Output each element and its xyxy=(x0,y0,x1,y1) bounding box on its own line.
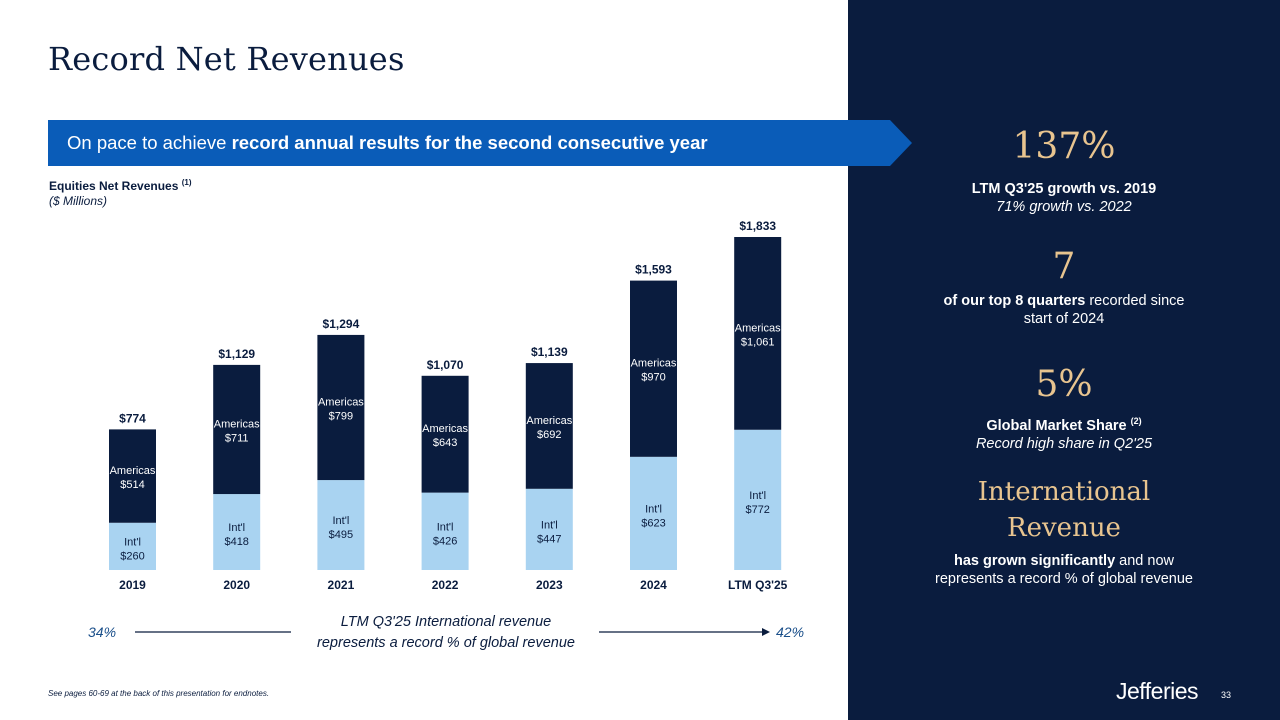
bar-total-label: $1,833 xyxy=(739,219,776,233)
bar-intl-value-label: $426 xyxy=(433,535,457,547)
bar-total-label: $1,129 xyxy=(218,347,255,361)
bar-americas-value-label: $970 xyxy=(641,372,665,384)
chart-title-text: Equities Net Revenues xyxy=(49,179,179,193)
stats-panel xyxy=(848,0,1280,720)
bar-intl-series-label: Int'l xyxy=(645,503,662,515)
bar-americas-series-label: Americas xyxy=(422,423,468,435)
bar-intl xyxy=(525,488,573,570)
intl-share-start: 34% xyxy=(88,624,117,640)
x-tick-label: 2023 xyxy=(536,578,563,592)
comparison-note-line2: represents a record % of global revenue xyxy=(317,635,575,651)
bar-americas-series-label: Americas xyxy=(110,465,156,477)
stat-share-text: Global Market Share (2) Record high shar… xyxy=(848,412,1280,453)
bar-intl-series-label: Int'l xyxy=(333,515,350,527)
bar-americas-value-label: $1,061 xyxy=(741,336,775,348)
bar-intl-value-label: $418 xyxy=(224,536,248,548)
stat-quarters-text: of our top 8 quarters recorded since sta… xyxy=(848,292,1280,328)
bar-intl xyxy=(421,492,469,570)
bar-intl-series-label: Int'l xyxy=(749,490,766,502)
comparison-arrow xyxy=(135,628,770,636)
bar-americas xyxy=(421,375,469,493)
intl-share-end: 42% xyxy=(776,624,805,640)
footnote: See pages 60-69 at the back of this pres… xyxy=(48,689,270,698)
stacked-bar-chart: Int'l $260 Americas $514 $774 2019 Int'l $418 Am… xyxy=(109,219,788,592)
stat-intl-text: has grown significantly and now represen… xyxy=(848,552,1280,588)
stat-growth-bold: LTM Q3'25 growth vs. 2019 xyxy=(971,181,1157,197)
stat-intl-bold: has grown significantly xyxy=(954,553,1116,569)
bar-intl xyxy=(630,456,677,570)
arrow-head xyxy=(762,628,770,636)
stat-share-bold: Global Market Share xyxy=(986,417,1127,434)
bar-intl xyxy=(317,480,365,570)
chart-unit: ($ Millions) xyxy=(49,194,108,208)
bar-americas xyxy=(317,334,365,481)
jefferies-logo: Jefferies xyxy=(1116,678,1199,704)
x-tick-label: 2019 xyxy=(119,578,146,592)
bar-total-label: $1,139 xyxy=(531,345,568,359)
x-tick-label: 2022 xyxy=(432,578,459,592)
bar-intl-series-label: Int'l xyxy=(437,521,454,533)
banner-bold: record annual results for the second con… xyxy=(231,132,708,153)
stat-growth-value: 137% xyxy=(1012,126,1116,167)
x-tick-label: 2021 xyxy=(328,578,355,592)
bar-intl-value-label: $260 xyxy=(120,550,144,562)
bar-americas-series-label: Americas xyxy=(735,322,781,334)
bar-americas xyxy=(525,363,573,489)
stat-share-italic: Record high share in Q2'25 xyxy=(975,435,1153,452)
stat-growth-italic: 71% growth vs. 2022 xyxy=(996,199,1132,215)
bar-americas xyxy=(630,280,677,457)
x-tick-label: LTM Q3'25 xyxy=(728,578,788,592)
bar-americas-value-label: $643 xyxy=(433,437,457,449)
stat-quarters-value: 7 xyxy=(1052,246,1076,287)
bar-americas-value-label: $799 xyxy=(329,410,353,422)
chart-title: Equities Net Revenues (1) xyxy=(49,178,192,193)
bar-intl-value-label: $495 xyxy=(329,529,353,541)
stat-share-note: (2) xyxy=(1130,416,1142,426)
bar-intl xyxy=(109,522,156,570)
bar-americas-series-label: Americas xyxy=(631,358,677,370)
bar-americas xyxy=(109,429,156,523)
bar-americas-series-label: Americas xyxy=(214,418,260,430)
bar-intl-value-label: $447 xyxy=(537,533,561,545)
stat-intl-value: International Revenue xyxy=(977,477,1151,543)
x-tick-label: 2024 xyxy=(640,578,667,592)
bar-total-label: $774 xyxy=(119,411,146,425)
banner-arrow-shape xyxy=(48,120,912,166)
comparison-note-line1: LTM Q3'25 International revenue xyxy=(340,614,552,630)
bar-intl-value-label: $623 xyxy=(641,517,665,529)
bar-intl-series-label: Int'l xyxy=(124,536,141,548)
bar-americas-value-label: $711 xyxy=(225,432,249,444)
bar-americas-value-label: $692 xyxy=(537,429,561,441)
banner-prefix: On pace to achieve xyxy=(67,132,232,153)
stat-growth-text: LTM Q3'25 growth vs. 2019 71% growth vs.… xyxy=(848,180,1280,216)
stat-quarters-bold: of our top 8 quarters xyxy=(943,293,1086,309)
bar-americas-series-label: Americas xyxy=(526,415,572,427)
bar-intl-value-label: $772 xyxy=(745,504,769,516)
bar-intl-series-label: Int'l xyxy=(541,519,558,531)
bar-americas-value-label: $514 xyxy=(120,479,144,491)
x-tick-label: 2020 xyxy=(223,578,250,592)
bar-total-label: $1,070 xyxy=(427,358,464,372)
stat-quarters-plain: recorded since start of 2024 xyxy=(1023,293,1185,327)
bar-intl-series-label: Int'l xyxy=(228,522,245,534)
page-title: Record Net Revenues xyxy=(48,40,405,78)
bar-intl xyxy=(213,494,261,570)
bar-americas xyxy=(734,237,782,430)
bar-intl xyxy=(734,429,782,570)
banner-arrow: On pace to achieve record annual results… xyxy=(48,120,912,166)
stat-intl-plain: and now represents a record % of global … xyxy=(935,553,1193,587)
banner-text: On pace to achieve record annual results… xyxy=(67,120,708,166)
bar-total-label: $1,294 xyxy=(323,317,360,331)
chart-title-note: (1) xyxy=(181,178,192,187)
page-number: 33 xyxy=(1221,690,1232,700)
bar-americas xyxy=(213,364,261,495)
comparison-note: LTM Q3'25 International revenue represen… xyxy=(296,612,596,654)
stat-share-value: 5% xyxy=(1035,364,1093,405)
bar-total-label: $1,593 xyxy=(635,263,672,277)
bar-americas-series-label: Americas xyxy=(318,396,364,408)
